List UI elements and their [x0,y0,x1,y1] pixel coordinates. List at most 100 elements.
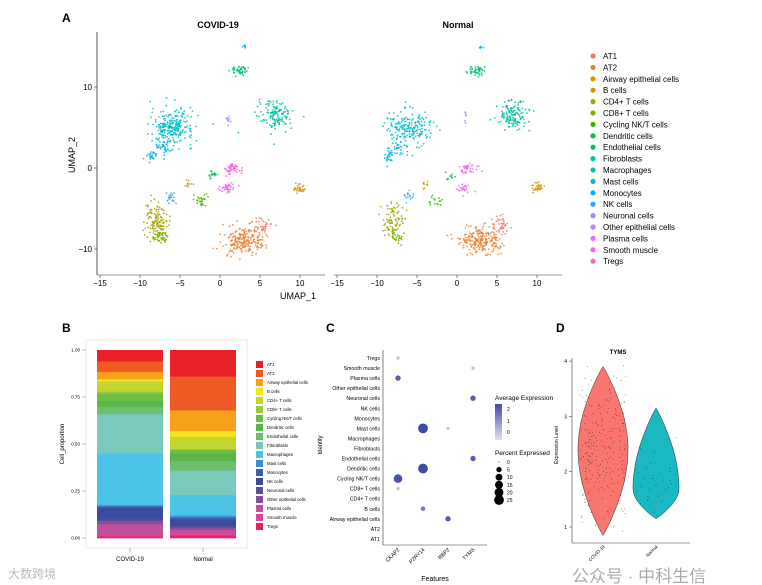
legend-label: Airway epithelial cells [267,380,308,385]
umap-point [504,224,507,227]
umap-point [385,213,388,216]
violin-point [620,494,622,496]
umap-point [176,121,178,124]
legend-label: Cycling NK/T cells [267,416,302,421]
violin-point [617,500,619,501]
violin-point [664,489,666,490]
legend-key [256,523,263,530]
legend-key [590,133,596,139]
umap-point [387,219,390,222]
bar-segment-monocytes [97,506,163,509]
umap-point [393,146,396,149]
umap-point [161,135,163,137]
umap-point [166,143,168,146]
umap-point [243,241,246,244]
umap-point [161,234,164,237]
umap-point [410,122,413,124]
umap-point [511,119,514,121]
umap-point [400,244,402,247]
umap-point [228,115,230,118]
umap-point [232,251,235,254]
umap-point [149,116,152,119]
umap-point [180,132,182,135]
violin-point [613,375,615,377]
identity-label: Airway epithelial cells [330,517,381,523]
umap-point [294,182,297,185]
umap-point [212,247,215,250]
umap-point [255,230,257,233]
umap-point [386,158,388,160]
bar-segment-cd4-t-cells [170,436,236,449]
bar-segment-dendritic-cells [170,453,236,462]
violin-point [592,422,594,424]
violin-point [622,510,624,512]
umap-point [493,245,496,248]
umap-point [161,131,164,134]
umap-point [274,127,276,130]
umap-point [166,121,169,124]
umap-point [396,202,398,205]
umap-point [233,167,236,170]
umap-point [186,184,189,187]
dot-tyms [472,498,474,500]
umap-point [152,232,155,235]
umap-point [382,125,384,128]
violin-point [598,469,600,471]
umap-point [386,221,389,224]
umap-point [233,71,235,74]
umap-point [150,216,153,219]
violin-point [621,419,622,420]
umap-point [464,227,467,229]
umap-point [186,115,189,117]
dot-tyms [472,447,474,449]
umap-point [506,107,509,110]
violin-point [580,459,581,460]
violin-point [611,482,612,484]
violin-point [649,489,650,491]
umap-point [394,224,397,226]
umap-point [236,244,239,247]
umap-point [290,127,293,130]
umap-point [177,136,180,139]
umap-point [397,122,400,125]
umap-point [397,239,400,242]
umap-point [169,194,172,197]
umap-point [465,242,467,244]
umap-point [425,116,427,119]
umap-point [168,149,171,152]
umap-point [242,74,245,77]
umap-point [396,134,399,137]
umap-point [469,239,472,242]
violin-point [613,483,615,485]
violin-point [623,401,625,403]
umap-point [411,197,413,199]
x-tick-label: −10 [133,279,147,288]
legend-key [256,460,263,467]
umap-point [481,248,484,251]
umap-point [162,110,165,113]
umap-point [143,234,146,236]
umap-point [475,250,478,253]
umap-point [285,108,288,111]
umap-point [412,134,414,137]
umap-point [228,235,231,238]
violin-point [619,440,621,441]
umap-point [239,227,241,230]
legend-label: Tregs [603,257,623,266]
umap-point [396,212,399,214]
umap-point [395,236,398,239]
umap-point [148,215,151,218]
umap-point [157,138,160,141]
umap-point [264,231,266,233]
umap-point [233,247,235,250]
umap-point [193,194,195,196]
dot-tyms [472,437,474,439]
umap-point [512,123,514,126]
size-legend-label: 20 [507,490,513,496]
umap-point [266,235,269,238]
umap-point [392,136,395,139]
violin-point [607,510,608,512]
size-legend-label: 0 [507,460,510,466]
dot-rbp2 [445,516,451,522]
